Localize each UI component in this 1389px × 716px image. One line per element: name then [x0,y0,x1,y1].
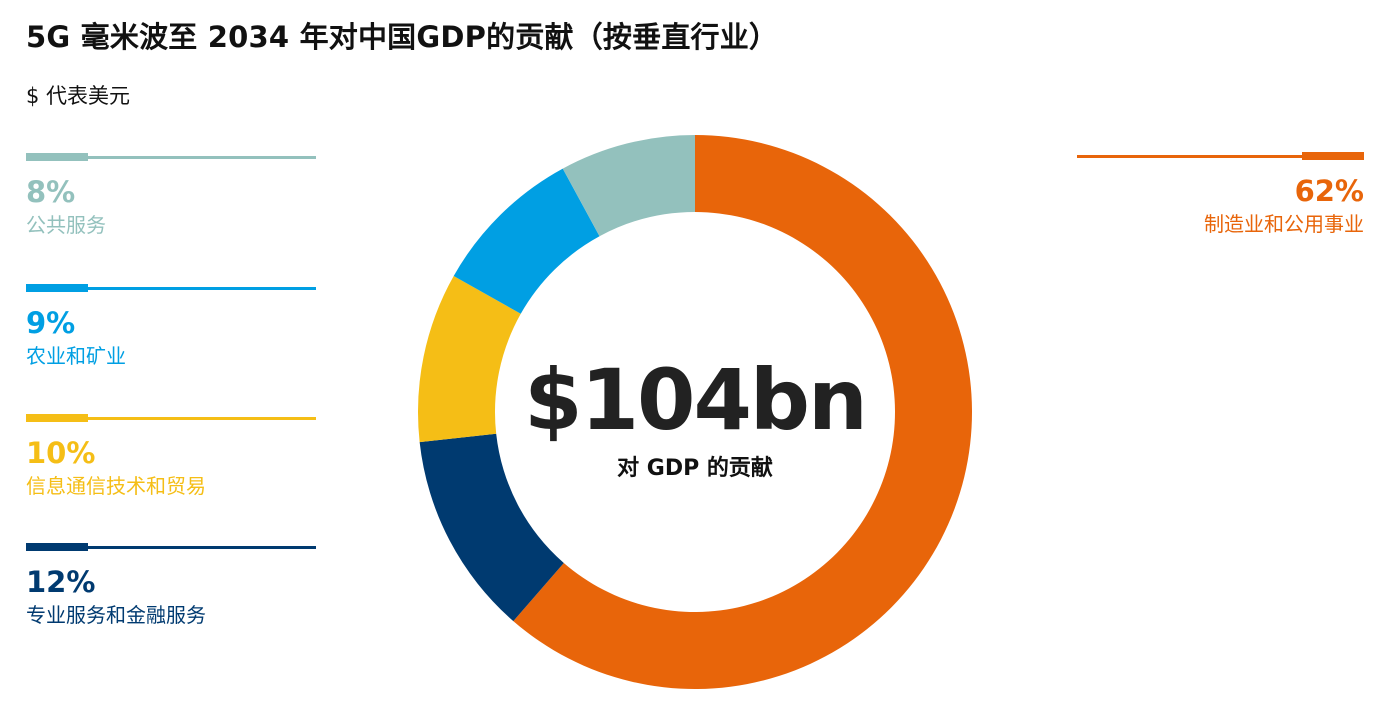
legend-rule [26,414,316,422]
legend-percent: 62% [1294,174,1364,208]
donut-slice-2 [417,275,521,443]
legend-percent: 10% [26,436,96,470]
legend-rule [1077,152,1364,160]
legend-percent: 8% [26,175,76,209]
legend-percent: 12% [26,565,96,599]
total-value: $104bn [524,351,868,449]
legend-item-agriculture-mining: 9% 农业和矿业 [26,284,316,369]
legend-label: 制造业和公用事业 [1204,212,1364,237]
donut-slice-3 [453,168,600,314]
donut-slice-4 [562,135,695,237]
donut-slice-0 [513,135,973,690]
total-label: 对 GDP 的贡献 [617,456,773,481]
legend-percent: 9% [26,306,76,340]
legend-item-ict-trade: 10% 信息通信技术和贸易 [26,414,316,499]
chart-subtitle: $ 代表美元 [26,84,131,108]
legend-rule [26,543,316,551]
legend-label: 专业服务和金融服务 [26,603,206,628]
legend-label: 公共服务 [26,213,106,238]
legend-item-public-services: 8% 公共服务 [26,153,316,238]
chart-title: 5G 毫米波至 2034 年对中国GDP的贡献（按垂直行业） [26,20,779,54]
donut-slice-1 [419,433,564,622]
legend-rule [26,284,316,292]
legend-label: 农业和矿业 [26,344,126,369]
legend-item-manufacturing-utilities: 62% 制造业和公用事业 [1077,152,1364,237]
legend-rule [26,153,316,161]
legend-item-professional-financial: 12% 专业服务和金融服务 [26,543,316,628]
legend-label: 信息通信技术和贸易 [26,474,206,499]
